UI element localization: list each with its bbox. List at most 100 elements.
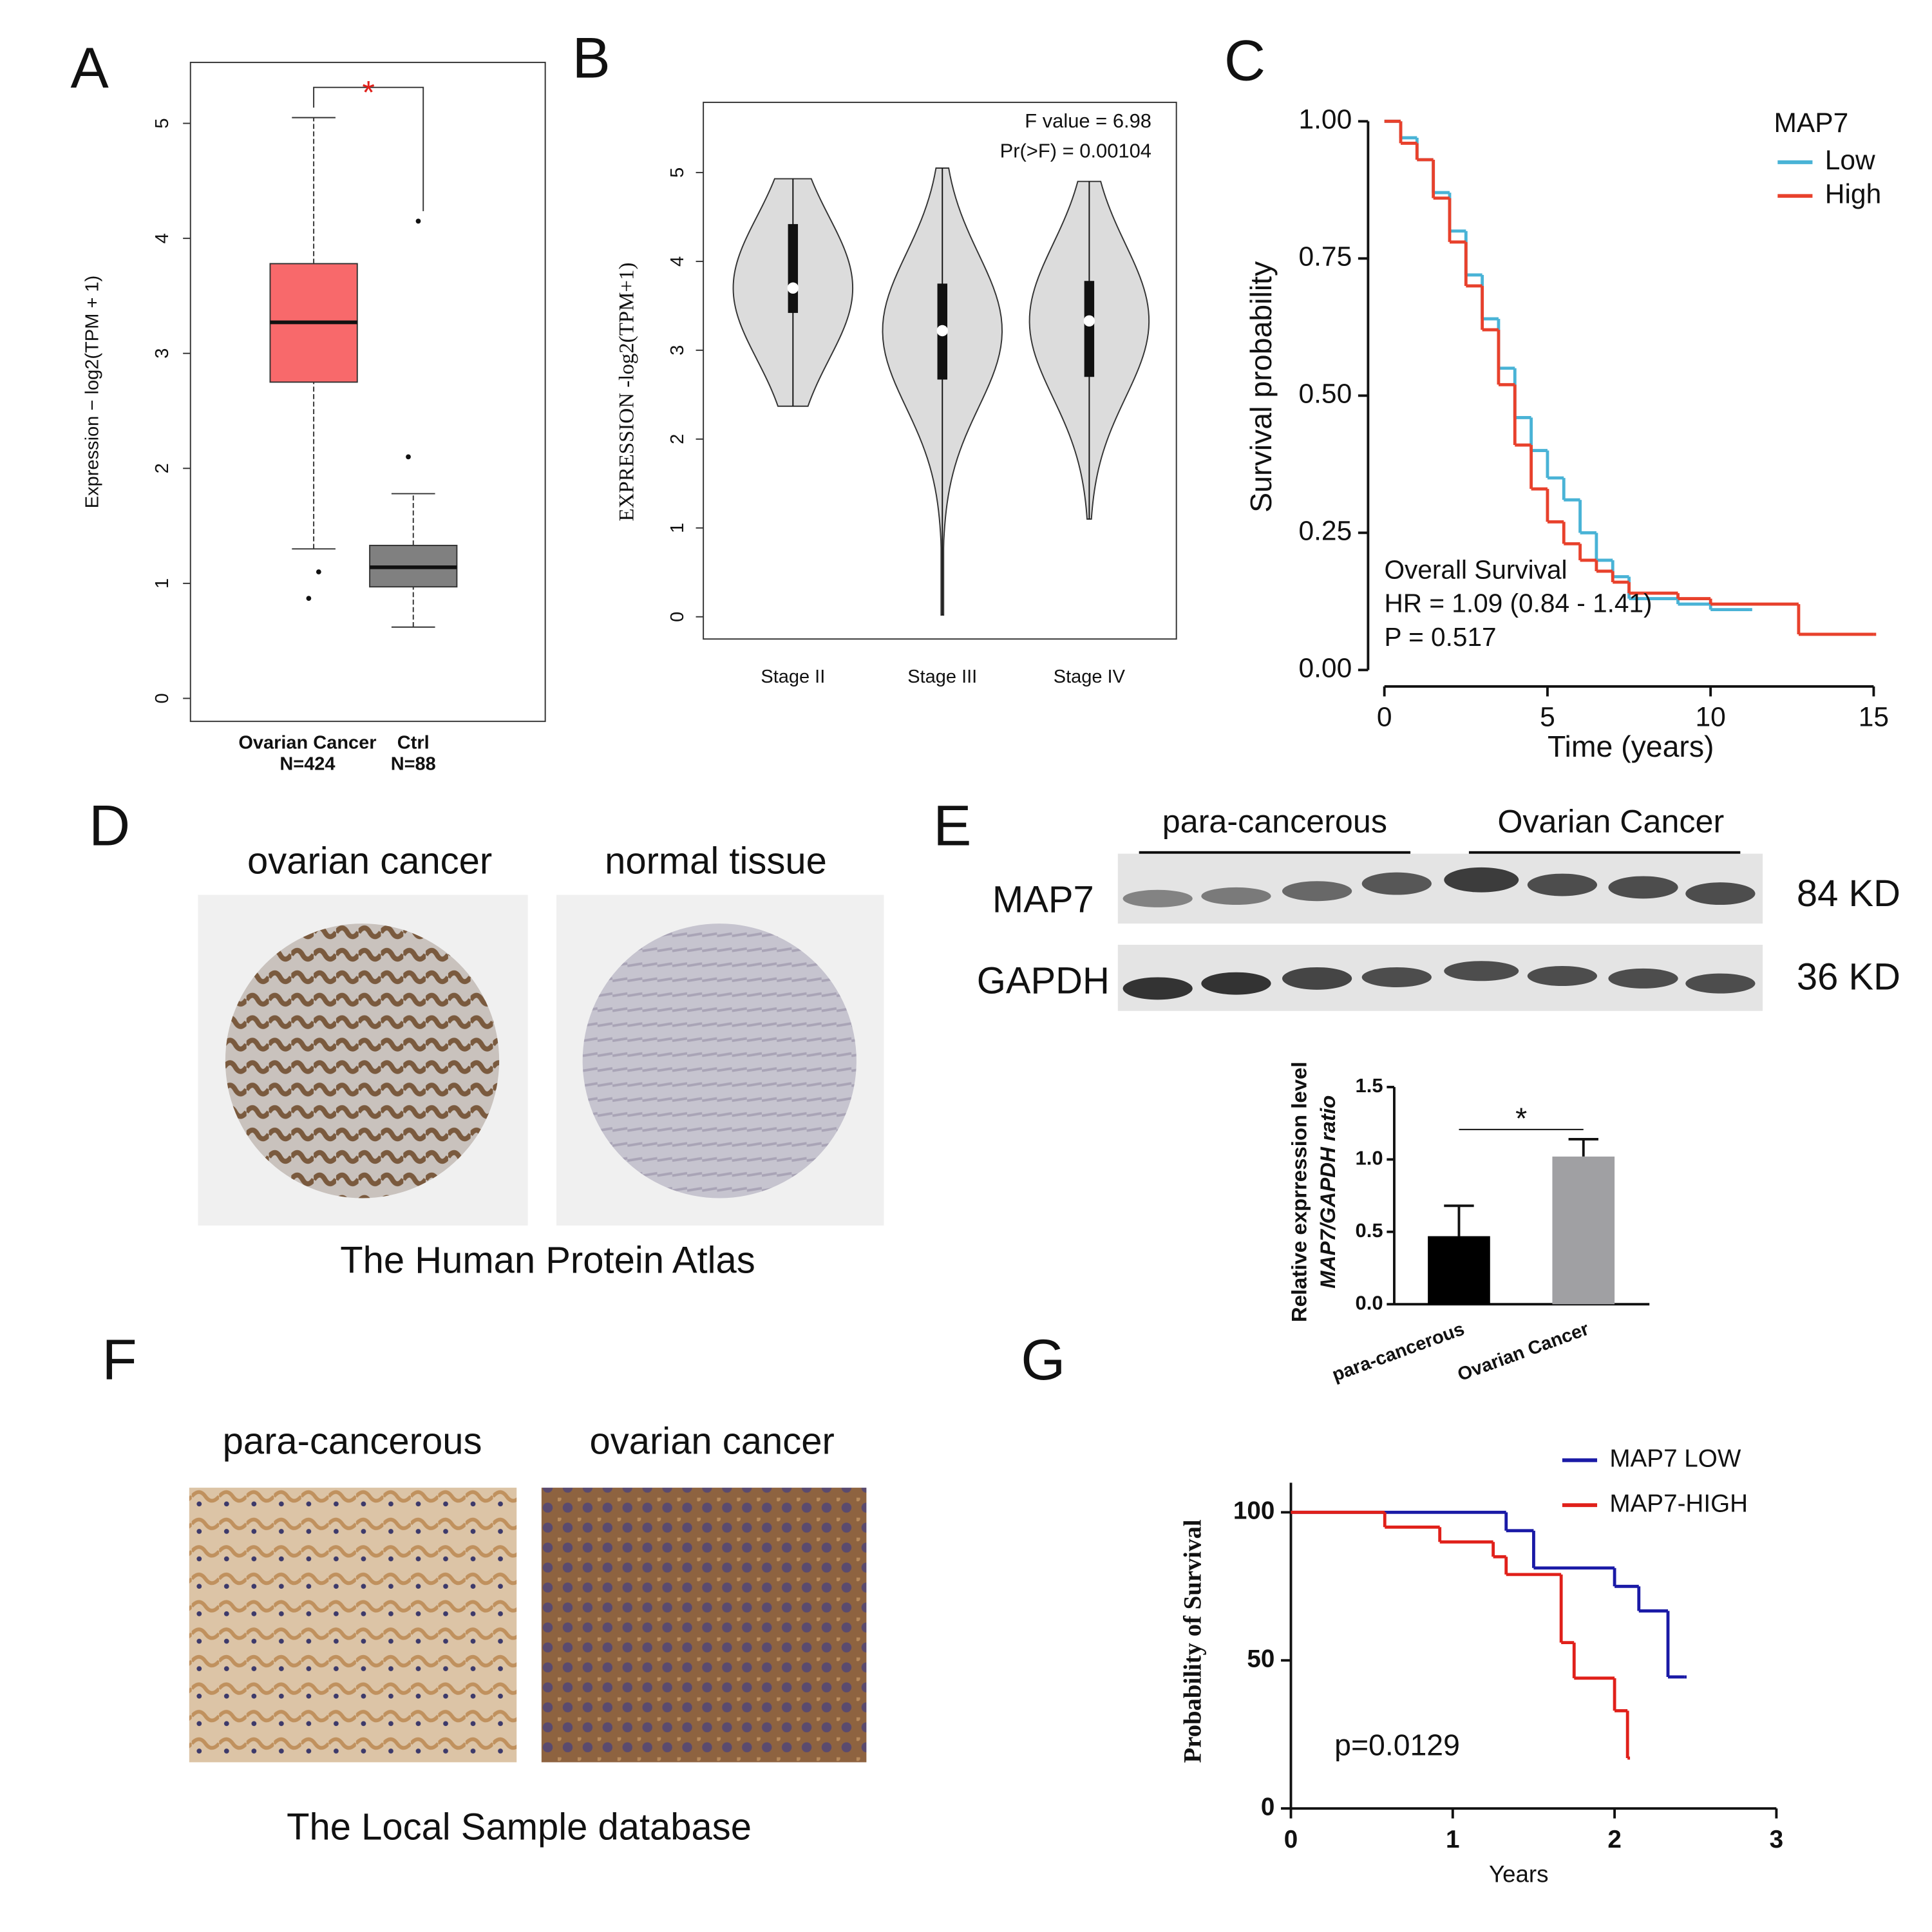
y-tick-label: 0: [1261, 1793, 1275, 1821]
annotation: p=0.0129: [1334, 1728, 1460, 1761]
bar: [1552, 1156, 1615, 1305]
annotation: F value = 6.98: [1025, 109, 1151, 132]
y-tick-label: 1: [152, 578, 173, 589]
y-tick-label: 0.75: [1298, 242, 1352, 272]
bands: [1122, 867, 1756, 1000]
y-tick-label: 1.0: [1356, 1147, 1383, 1170]
western-blot: [1117, 851, 1763, 1011]
y-tick-label: 0: [152, 693, 173, 703]
y-tick-label: 3: [667, 345, 688, 355]
panel-letter: A: [71, 35, 109, 100]
panel-letter: B: [573, 25, 611, 90]
y-axis-label: Survival probability: [1244, 261, 1278, 513]
y-tick-label: 0.5: [1356, 1219, 1383, 1242]
blot-group: para-cancerous: [1162, 802, 1387, 839]
image-caption: ovarian cancer: [247, 840, 492, 882]
x-tick-label: 3: [1770, 1826, 1784, 1853]
iqr-box: [788, 223, 799, 313]
group-size: N=424: [279, 754, 335, 775]
significance-bracket: [313, 86, 424, 211]
blot-protein: MAP7: [992, 878, 1094, 920]
y-tick-label: 0: [667, 612, 688, 622]
panel-letter: C: [1224, 28, 1265, 92]
y-tick-label: 0.25: [1298, 516, 1352, 547]
significance: *: [362, 74, 375, 111]
x-tick-label: 5: [1540, 701, 1555, 732]
y-tick-label: 0.0: [1356, 1291, 1383, 1314]
annotation: Pr(>F) = 0.00104: [1000, 140, 1151, 162]
x-axis-label: Years: [1489, 1861, 1549, 1887]
plot-frame: [189, 61, 546, 723]
legend-label: MAP7 LOW: [1609, 1445, 1741, 1473]
x-tick-label: Ctrl: [397, 733, 430, 753]
panel-letter: E: [933, 793, 971, 857]
y-tick-label: 0.50: [1298, 379, 1352, 410]
y-tick-label: 1.5: [1356, 1074, 1383, 1097]
y-tick-label: 4: [667, 256, 688, 267]
x-tick-label: Stage IV: [1054, 667, 1126, 687]
blot-size: 36 KD: [1797, 956, 1900, 998]
y-tick-label: 2: [667, 434, 688, 444]
y-tick-label: 3: [152, 348, 173, 359]
legend-title: MAP7: [1774, 108, 1849, 138]
y-tick-label: 1.00: [1298, 104, 1352, 135]
legend-label: MAP7-HIGH: [1609, 1490, 1748, 1517]
x-tick-label: Stage II: [761, 667, 825, 687]
y-axis-label: Probability of Survival: [1180, 1519, 1207, 1763]
y-axis-label: EXPRESSION -log2(TPM+1): [616, 263, 639, 522]
panel-letter: F: [102, 1327, 137, 1392]
ihc-image: [189, 1488, 517, 1763]
panel-letter: D: [89, 793, 130, 857]
source-caption: The Local Sample database: [287, 1806, 752, 1848]
x-axis-label: Time (years): [1548, 730, 1714, 763]
y-tick-label: 0.00: [1298, 653, 1352, 684]
y-axis-label: MAP7/GAPDH ratio: [1316, 1095, 1340, 1289]
x-tick-label: 2: [1607, 1826, 1622, 1853]
outlier: [316, 569, 321, 574]
tissue-core: [582, 923, 857, 1198]
outlier: [306, 596, 312, 601]
image-caption: normal tissue: [605, 840, 827, 882]
median: [1083, 315, 1095, 327]
median: [936, 325, 948, 337]
image-caption: ovarian cancer: [590, 1421, 835, 1463]
image-caption: para-cancerous: [223, 1421, 482, 1463]
source-caption: The Human Protein Atlas: [340, 1240, 755, 1282]
x-tick-label: 0: [1377, 701, 1392, 732]
ihc-image: [541, 1488, 867, 1763]
blot-size: 84 KD: [1797, 873, 1900, 914]
panel-letter: G: [1021, 1327, 1065, 1392]
y-tick-label: 50: [1247, 1645, 1274, 1672]
panel-f-images: [189, 1488, 867, 1763]
y-tick-label: 100: [1233, 1497, 1274, 1524]
iqr-box: [1084, 281, 1095, 377]
group-size: N=88: [391, 754, 436, 775]
blot-protein: GAPDH: [977, 960, 1110, 1001]
plot-frame: [703, 101, 1177, 640]
outlier: [406, 454, 411, 460]
tissue-core: [225, 923, 500, 1198]
legend-label: High: [1825, 178, 1881, 209]
y-tick-label: 5: [152, 118, 173, 128]
annotation: Overall Survival: [1384, 554, 1567, 584]
x-tick-label: Stage III: [907, 667, 977, 687]
blot-group: Ovarian Cancer: [1497, 802, 1724, 839]
x-tick-label: 15: [1859, 701, 1889, 732]
significance: *: [1515, 1102, 1527, 1135]
annotation: HR = 1.09 (0.84 - 1.41): [1384, 589, 1652, 618]
x-tick-label: Ovarian Cancer: [1455, 1319, 1591, 1386]
legend-label: Low: [1825, 145, 1875, 176]
y-tick-label: 4: [152, 233, 173, 243]
x-tick-label: Ovarian Cancer: [238, 733, 376, 753]
panel-d-images: [198, 895, 884, 1226]
bar: [1428, 1236, 1490, 1305]
median: [787, 282, 799, 294]
y-tick-label: 2: [152, 463, 173, 473]
y-tick-label: 1: [667, 523, 688, 533]
y-axis-label: Expression − log2(TPM + 1): [82, 276, 103, 509]
x-tick-label: 10: [1696, 701, 1726, 732]
y-tick-label: 5: [667, 167, 688, 178]
x-tick-label: 1: [1446, 1826, 1460, 1853]
